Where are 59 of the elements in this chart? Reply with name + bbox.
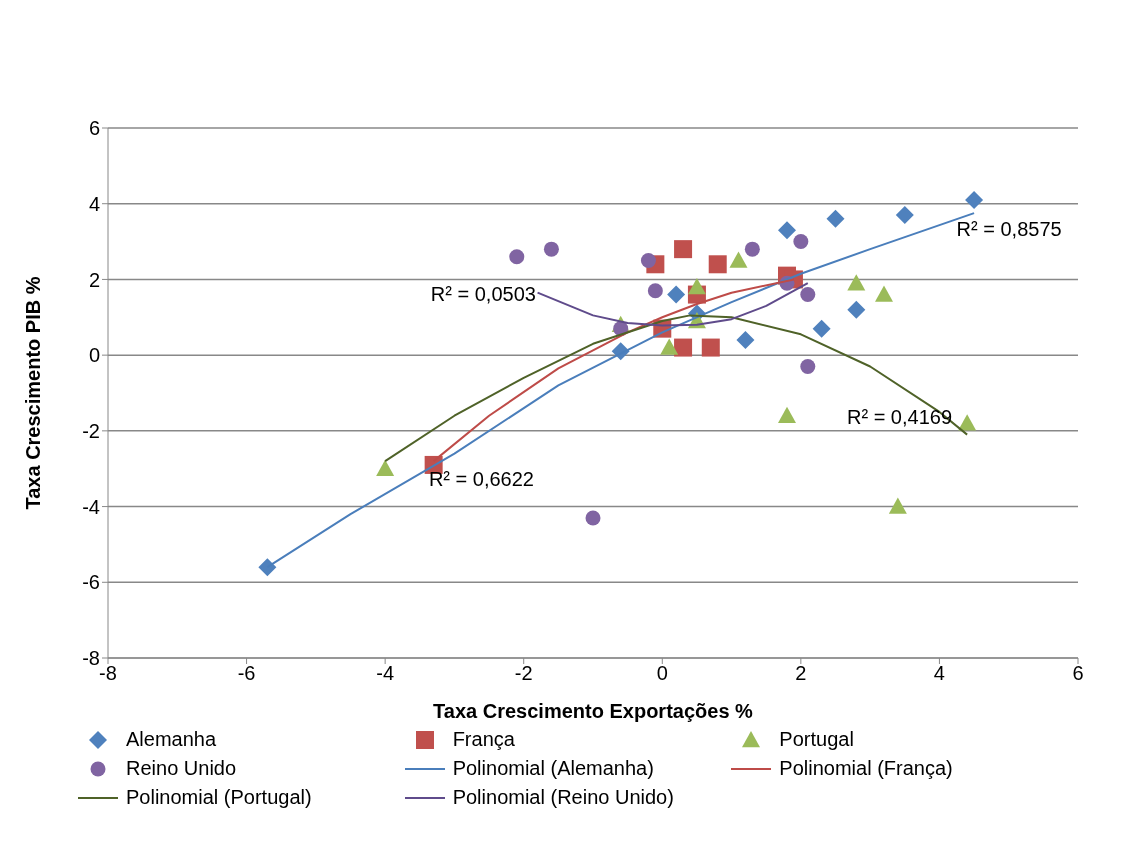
point [708, 255, 727, 274]
y-tick-label: -6 [82, 571, 100, 594]
x-axis-title: Taxa Crescimento Exportações % [433, 700, 754, 722]
point [800, 287, 816, 303]
legend-label: Polinomial (Portugal) [126, 786, 312, 809]
legend-label: Alemanha [126, 728, 217, 751]
y-tick-label: 4 [88, 192, 100, 215]
point [640, 253, 656, 268]
y-tick-label: 2 [88, 268, 100, 291]
point [674, 240, 693, 259]
x-tick-label: 0 [656, 662, 668, 685]
point [847, 300, 866, 319]
y-axis-title: Taxa Crescimento PIB % [22, 276, 45, 510]
point [667, 285, 686, 304]
x-tick-label: -4 [376, 662, 395, 685]
point [674, 338, 693, 357]
legend-label: Reino Unido [126, 757, 237, 780]
point [812, 319, 831, 338]
point [509, 249, 525, 265]
point [660, 338, 679, 355]
point [958, 414, 977, 431]
point [800, 359, 816, 374]
point [826, 209, 845, 228]
x-tick-label: 2 [795, 662, 807, 685]
legend-label: Polinomial (França) [779, 757, 953, 780]
point [585, 510, 601, 526]
x-tick-label: 4 [933, 662, 945, 685]
annotation: R² = 0,8575 [956, 217, 1062, 241]
point [744, 241, 760, 257]
annotation: R² = 0,0503 [430, 282, 536, 306]
point [847, 274, 866, 291]
y-tick-label: -4 [82, 495, 100, 518]
y-tick-label: 0 [88, 344, 100, 367]
legend-label: Portugal [779, 728, 854, 751]
annotation: R² = 0,6622 [428, 467, 534, 491]
y-tick-label: -8 [82, 647, 100, 670]
point [778, 406, 796, 423]
y-tick-label: 6 [88, 117, 100, 140]
point [793, 234, 809, 250]
point [543, 241, 559, 257]
point [729, 251, 748, 268]
point [778, 221, 796, 240]
point [687, 278, 706, 295]
point [647, 283, 663, 299]
legend-label: Polinomial (Reino Unido) [452, 786, 674, 809]
point [376, 459, 395, 476]
y-tick-label: -2 [82, 419, 100, 442]
point [701, 338, 720, 357]
point [258, 558, 277, 577]
x-tick-label: 6 [1072, 662, 1084, 685]
point [736, 331, 755, 349]
point [895, 206, 914, 225]
point [875, 285, 893, 302]
legend-label: Polinomial (Alemanha) [452, 757, 654, 780]
legend-label: França [452, 728, 515, 751]
x-tick-label: -2 [514, 662, 533, 685]
point [888, 497, 907, 514]
x-tick-label: -6 [237, 662, 256, 685]
point [965, 190, 984, 209]
